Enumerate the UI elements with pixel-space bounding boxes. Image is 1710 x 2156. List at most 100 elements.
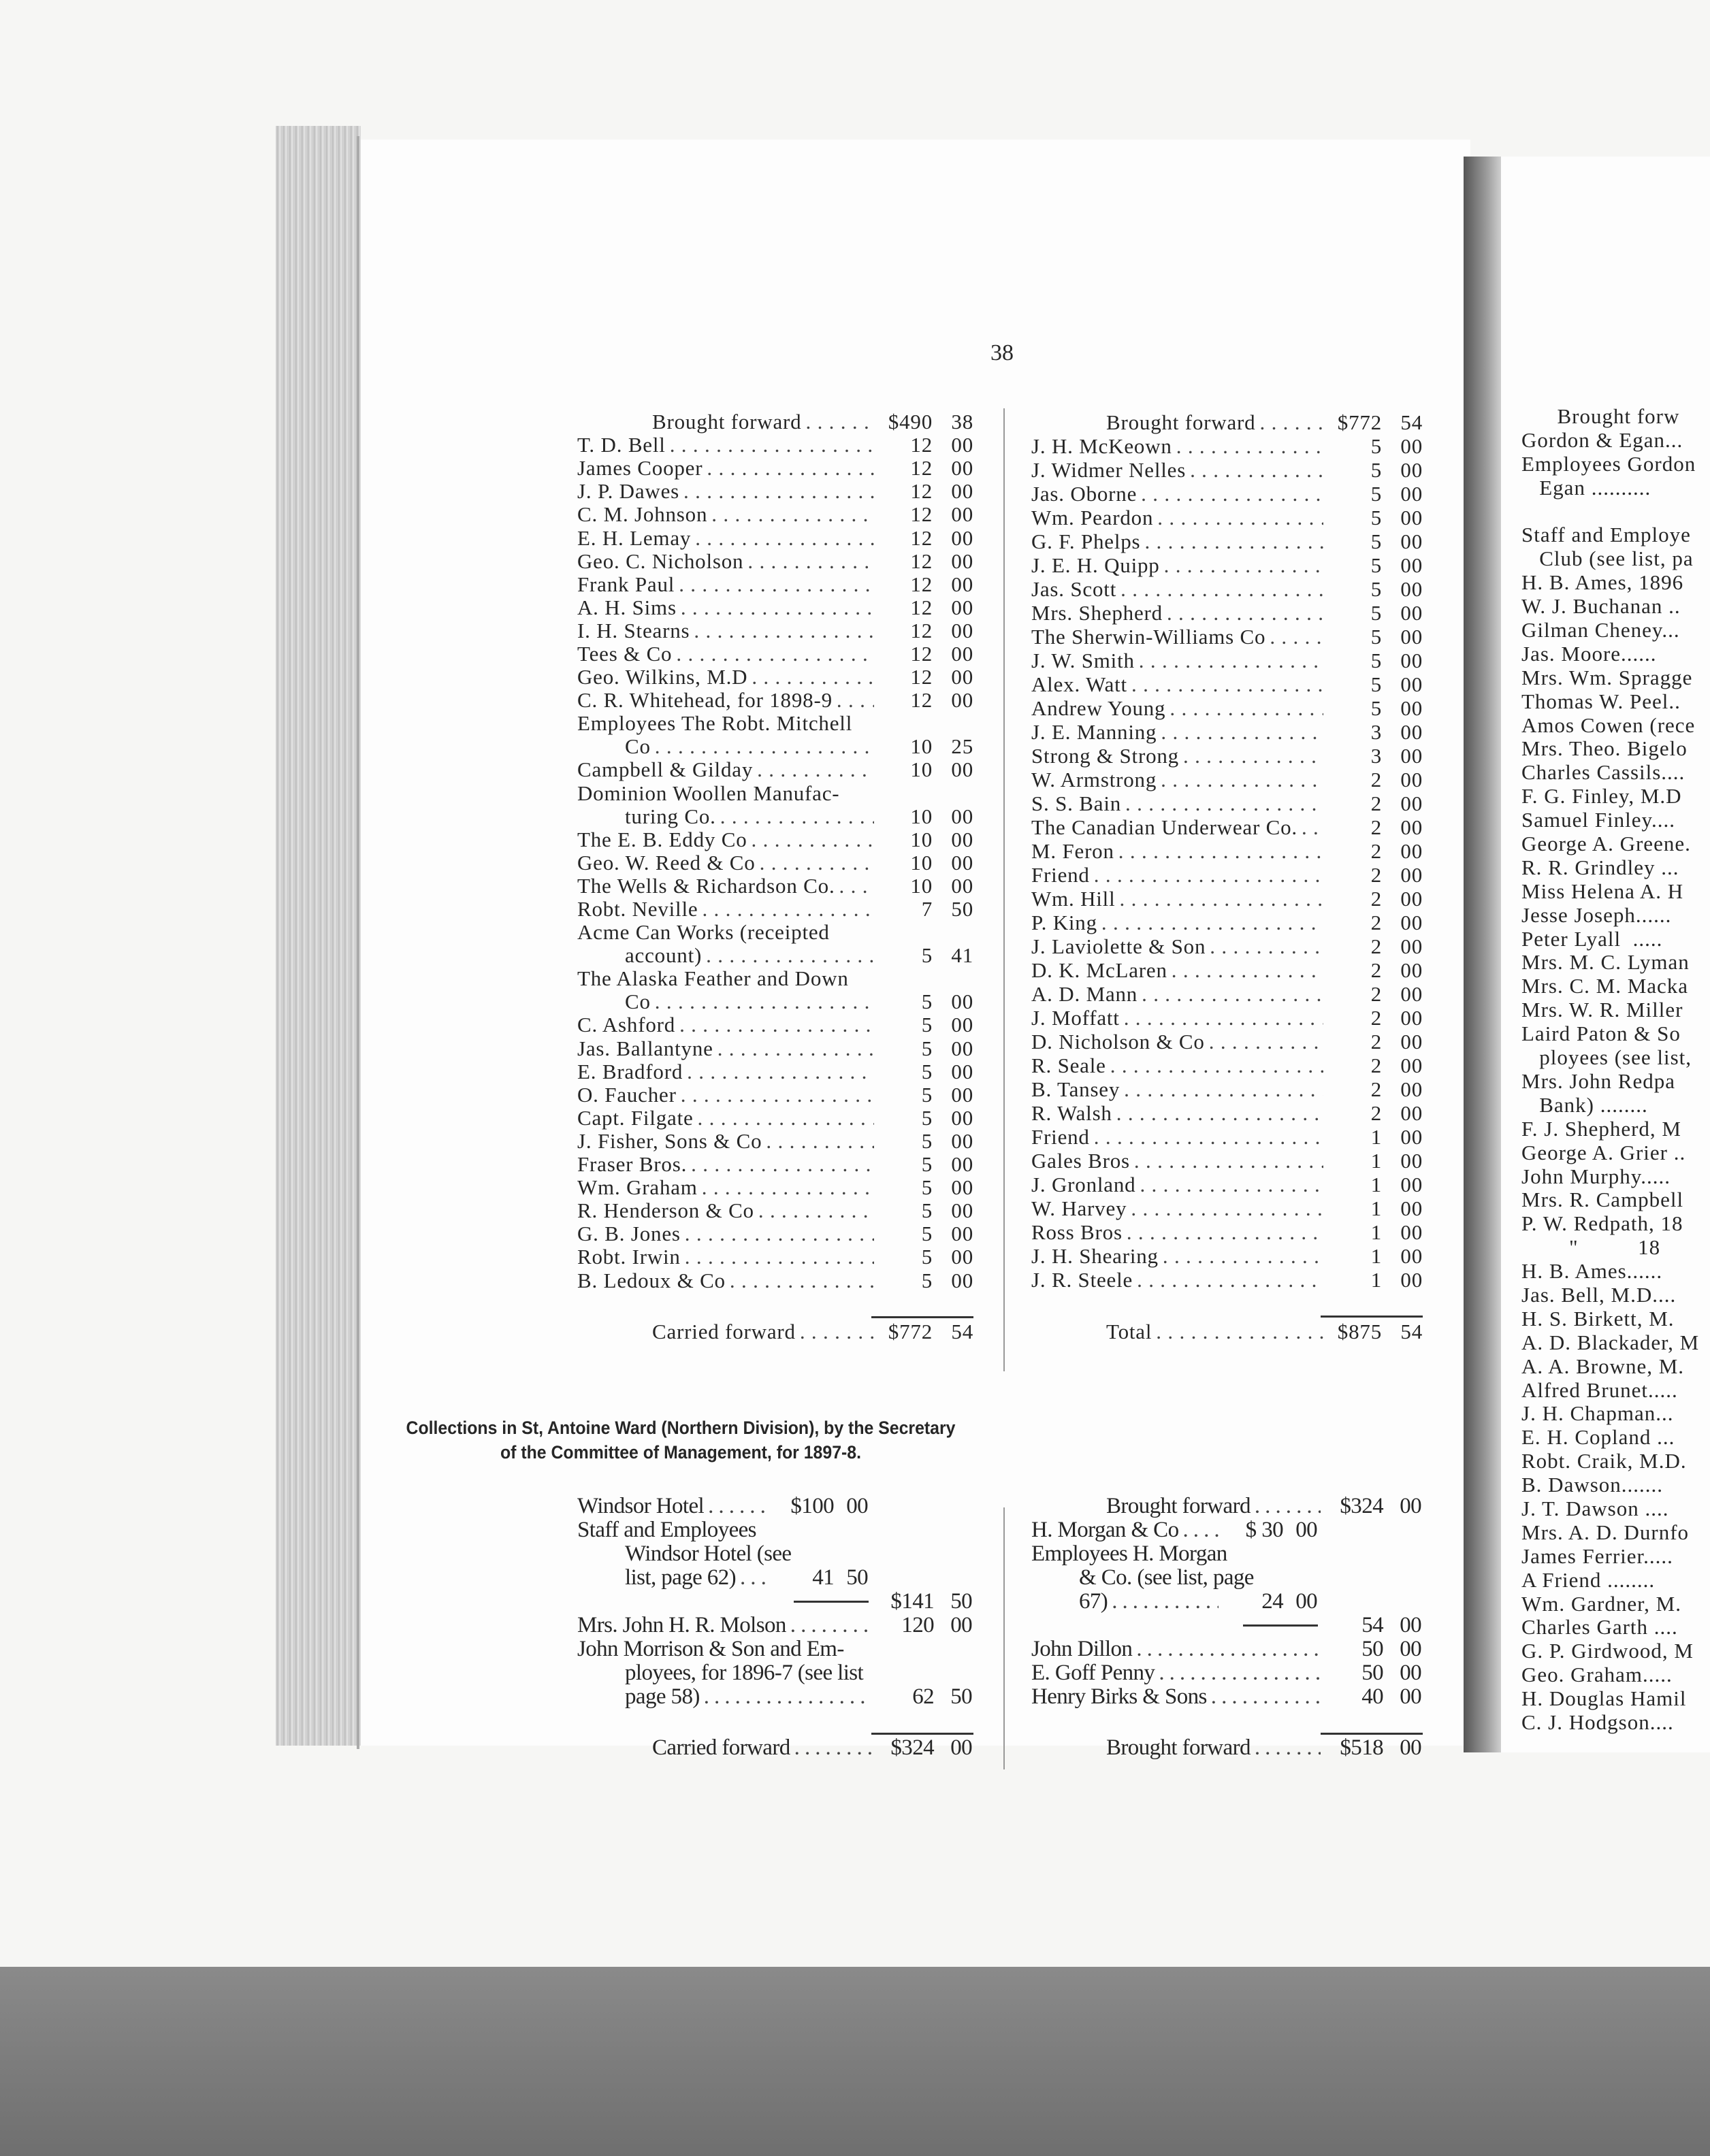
dot-leader: [702, 943, 874, 968]
entry-name: Capt. Filgate: [577, 1105, 694, 1130]
facing-page-line: Gilman Cheney...: [1521, 618, 1680, 642]
amount-dollars: 12: [910, 549, 933, 573]
amount: 120 00: [871, 1613, 973, 1638]
facing-page-line: Geo. Graham.....: [1521, 1663, 1673, 1687]
amount-cents: 54: [1400, 1319, 1423, 1343]
ledger-entry: R. Henderson & Co 5 00: [577, 1198, 973, 1222]
ledger-entry: Friend 2 00: [1031, 863, 1423, 887]
facing-page-line: Laird Paton & So: [1521, 1022, 1681, 1046]
dot-leader: [677, 1083, 874, 1107]
entry-name: O. Faucher: [577, 1082, 677, 1107]
entry-name: B. Tansey: [1031, 1077, 1120, 1101]
ledger-entry: Windsor Hotel $100 00: [577, 1494, 973, 1518]
entry-name: account): [625, 943, 703, 968]
entry-name: Geo. C. Nicholson: [577, 549, 744, 573]
amount-dollars: 5: [921, 1082, 933, 1107]
ledger-entry: account) 5 41: [577, 943, 973, 968]
ledger-entry: The Canadian Underwear Co. 2 00: [1031, 815, 1423, 839]
dot-leader: [747, 665, 874, 689]
facing-page-line: J. H. Chapman...: [1521, 1401, 1674, 1426]
ledger-entry: P. King 2 00: [1031, 911, 1423, 934]
dot-leader: [1165, 696, 1323, 721]
dot-leader: [1137, 482, 1323, 506]
amount-dollars: $490: [888, 410, 933, 434]
ledger-entry: Alex. Watt 5 00: [1031, 672, 1423, 696]
dot-leader: [1207, 1684, 1321, 1710]
dot-leader: [1114, 839, 1323, 864]
facing-page-line: Club (see list, pa: [1521, 546, 1694, 571]
amount: 5 00: [1323, 482, 1423, 506]
sum-rule: [1031, 1709, 1423, 1735]
amount-cents: 00: [1400, 958, 1423, 982]
brought-forward-label: Brought forward: [1106, 410, 1256, 434]
section-left-column: Windsor Hotel $100 00 Staff and EmployeesWi…: [577, 1494, 973, 1761]
amount-cents: 00: [1400, 1148, 1423, 1173]
amount-cents: 00: [1400, 743, 1423, 768]
ledger-entry: Robt. Irwin 5 00: [577, 1245, 973, 1269]
amount-cents: 00: [951, 525, 973, 550]
amount: 10 00: [874, 757, 973, 782]
dot-leader: [704, 1494, 769, 1519]
facing-page-line: Brought forw: [1521, 404, 1680, 428]
amount-cents: 00: [951, 990, 973, 1014]
book-page-edges: [276, 126, 361, 1746]
amount: 1 00: [1323, 1125, 1423, 1149]
amount-cents: 00: [951, 688, 973, 713]
page-border: [357, 136, 359, 1749]
amount: 5 00: [1323, 672, 1423, 697]
amount-dollars: 12: [910, 665, 933, 689]
amount-dollars: 5: [921, 1036, 933, 1060]
amount-dollars: 5: [921, 1128, 933, 1153]
ledger-entry: J. W. Smith 5 00: [1031, 649, 1423, 672]
entry-name: Jas. Scott: [1031, 576, 1117, 601]
ledger-entry: Geo. Wilkins, M.D 12 00: [577, 665, 973, 689]
facing-page-line: Robt. Craik, M.D.: [1521, 1449, 1687, 1473]
amount: 12 00: [874, 549, 973, 574]
facing-page-line: C. J. Hodgson....: [1521, 1710, 1674, 1734]
facing-page-line: [1521, 1735, 1699, 1752]
ledger-entry: A. H. Sims 12 00: [577, 595, 973, 619]
amount-dollars: 120: [901, 1613, 934, 1637]
entry-name: Campbell & Gilday: [577, 757, 754, 782]
dot-leader: [1172, 434, 1323, 459]
amount-dollars: 5: [1370, 600, 1382, 625]
entry-name: Employees The Robt. Mitchell: [577, 711, 853, 736]
amount: 2 00: [1323, 1030, 1423, 1054]
amount: 2 00: [1323, 839, 1423, 864]
ledger-entry: Dominion Woollen Manufac-: [577, 781, 973, 805]
amount-dollars: 10: [910, 734, 933, 759]
facing-page-line: Amos Cowen (rece: [1521, 713, 1696, 737]
facing-page-line: Mrs. M. C. Lyman: [1521, 950, 1690, 975]
entry-name: J. R. Steele: [1031, 1267, 1133, 1292]
amount: 5 00: [1323, 506, 1423, 530]
subtotal-rule: [1243, 1624, 1318, 1627]
dot-leader: [1120, 1077, 1323, 1102]
amount-dollars: 24: [1261, 1589, 1283, 1614]
entry-name: E. Bradford: [577, 1059, 683, 1083]
entry-name: R. Seale: [1031, 1053, 1106, 1077]
entry-name: J. Gronland: [1031, 1172, 1136, 1196]
facing-page-line: A Friend ........: [1521, 1567, 1656, 1592]
amount-cents: 00: [951, 1152, 973, 1177]
amount-dollars: $875: [1337, 1319, 1382, 1343]
amount-cents: 00: [1400, 434, 1423, 458]
dot-leader: [651, 990, 874, 1014]
amount-dollars: 10: [910, 757, 933, 782]
amount: 1 00: [1323, 1149, 1423, 1173]
entry-name: Wm. Graham: [577, 1175, 698, 1200]
entry-name: turing Co.: [625, 804, 716, 828]
ledger-entry: Andrew Young 5 00: [1031, 696, 1423, 720]
entry-name: B. Ledoux & Co: [577, 1268, 726, 1292]
amount: $875 54: [1323, 1320, 1423, 1344]
entry-name: Dominion Woollen Manufac-: [577, 781, 840, 805]
amount-dollars: 40: [1361, 1684, 1383, 1709]
amount-dollars: 5: [1370, 434, 1382, 458]
amount-dollars: 41: [812, 1565, 834, 1590]
amount-cents: 00: [1400, 886, 1423, 911]
entry-name: Alex. Watt: [1031, 672, 1127, 696]
amount-dollars: 2: [1370, 934, 1382, 958]
ledger-entry: M. Feron 2 00: [1031, 839, 1423, 863]
ledger-entry: Ross Bros 1 00: [1031, 1220, 1423, 1244]
dot-leader: [1127, 672, 1323, 697]
